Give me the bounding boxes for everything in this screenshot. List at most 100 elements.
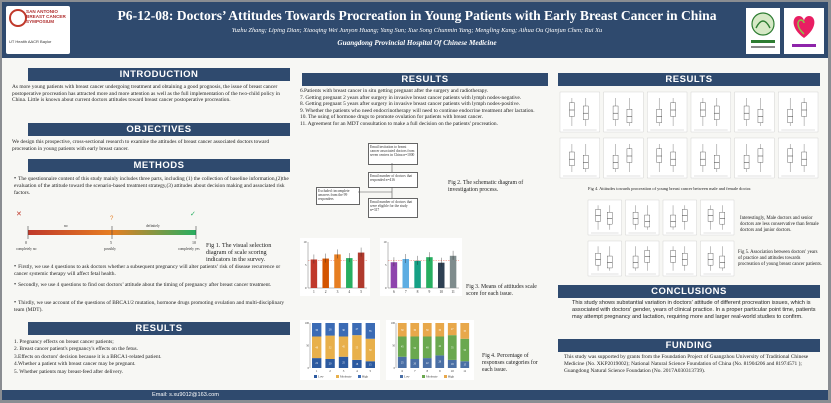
legend-swatch-moderate — [336, 375, 339, 378]
heart-charity-logo-icon — [784, 8, 824, 54]
fig4b-caption: Fig 4. Attitudes towards procreation of … — [588, 186, 752, 191]
bar-issue-5 — [357, 252, 365, 288]
boxplot-box — [632, 255, 639, 269]
poster-title: P6-12-08: Doctors’ Attitudes Towards Pro… — [117, 8, 717, 23]
result-item-11: 11. Agreement for an MDT consultation to… — [300, 120, 498, 127]
legend-label-high: High — [362, 374, 369, 378]
boxplot-box — [743, 155, 750, 169]
segment-low-4 — [352, 359, 362, 368]
boxplot-panel — [778, 137, 819, 179]
boxplot-panel — [647, 137, 688, 179]
boxplot-panel — [700, 199, 735, 236]
boxplot-box — [583, 155, 589, 169]
boxplot-panel — [662, 240, 697, 277]
segment-moderate-1 — [312, 336, 322, 359]
methods-heading: METHODS — [28, 159, 290, 172]
segment-label-low-11: 15 — [463, 364, 466, 367]
segment-label-high-11: 35 — [463, 330, 466, 333]
boxplot-panel — [625, 240, 660, 277]
legend-swatch-high — [444, 375, 447, 378]
conclusions-text: This study shows substantial variation i… — [572, 300, 816, 321]
boxplot-panel — [587, 199, 622, 236]
fig3-chart-b: 6 7 8 9 10 11 0 5 10 — [380, 238, 462, 296]
tick-label-11: 11 — [451, 290, 455, 294]
segment-label-high-3: 30 — [342, 329, 345, 332]
segment-moderate-3 — [338, 336, 349, 357]
tick-label-5: 5 — [360, 290, 362, 294]
result-item-7: 7. Getting pregnant 2 years after surger… — [300, 94, 522, 101]
scale-tick-10: 10 — [192, 240, 196, 245]
scale-check-icon: ✓ — [190, 211, 196, 218]
segment-label-moderate-5: 50 — [369, 349, 372, 352]
tick-label-9: 9 — [429, 290, 431, 294]
segment-label-high-5: 35 — [369, 330, 372, 333]
legend-label-moderate: Moderate — [340, 374, 352, 378]
segment-low-6 — [397, 356, 407, 368]
results-middle-list: 6.Patients with breast cancer in situ ge… — [300, 88, 550, 128]
methods-bullet-1: • Firstly, we use 4 questions to ask doct… — [14, 264, 281, 277]
result-item-8: 8. Getting pregnant 5 years after surger… — [300, 101, 520, 108]
fig4-chart-b: 25 45 30 6 20 50 30 7 22 48 30 8 28 42 30 9 18 55 27 10 15 50… — [386, 320, 474, 380]
result-item-10: 10. The using of hormone drugs to promot… — [300, 114, 483, 121]
tick-label-3: 3 — [343, 369, 345, 373]
tick-label-2: 2 — [329, 369, 331, 373]
segment-label-high-7: 30 — [413, 329, 416, 332]
fig3-chart-a: 1 2 3 4 5 0 5 10 — [300, 238, 370, 296]
boxplot-panel — [700, 240, 735, 277]
segment-high-1 — [312, 323, 322, 337]
scale-diagram: ✕ ✓ ? no definitely 0 5 10 completely no… — [16, 211, 200, 251]
segment-high-8 — [422, 323, 432, 337]
hospital-logo-icon — [746, 8, 780, 54]
result-item-2: 2. Breast cancer patient's pregnancy's e… — [14, 346, 138, 353]
result-item-3: 3.Effects on doctors' decision because i… — [14, 353, 162, 360]
header-band — [2, 2, 828, 58]
boxplot-box — [595, 209, 601, 222]
fig2-caption: Fig 2. The schematic diagram of investig… — [448, 180, 524, 194]
boxplot-box — [682, 209, 688, 222]
scale-label-completely-no: completely no — [16, 247, 37, 251]
segment-label-moderate-9: 42 — [438, 345, 441, 348]
boxplot-box — [801, 102, 807, 117]
segment-high-6 — [397, 323, 407, 337]
boxplot-box — [714, 105, 720, 120]
segment-label-low-3: 25 — [342, 361, 345, 364]
funding-text: This study was supported by grants from … — [564, 354, 809, 374]
segment-label-low-6: 25 — [401, 361, 404, 364]
boxplot-box — [656, 148, 662, 163]
boxplot-panel — [778, 91, 819, 133]
poster-affiliation: Guangdong Provincial Hospital Of Chinese… — [337, 39, 497, 47]
methods-bullet-2-text: Secondly, we use 4 questions to find out… — [18, 282, 272, 288]
result-item-9: 9. Whether the patients who need endocri… — [300, 107, 535, 114]
scale-label-possibly: possibly — [104, 247, 116, 251]
segment-label-moderate-3: 45 — [342, 346, 345, 349]
segment-label-low-2: 20 — [329, 363, 332, 366]
segment-label-low-10: 18 — [451, 363, 454, 366]
y-tick-5: 5 — [385, 263, 387, 267]
result-item-1: 1. Pregnancy effects on breast cancer pa… — [14, 339, 114, 345]
methods-bullet-3: • Thirdly, we use account of the question… — [14, 300, 285, 313]
boxplot-box — [632, 212, 639, 225]
tick-label-7: 7 — [414, 369, 416, 373]
segment-low-8 — [422, 358, 432, 368]
segment-moderate-7 — [410, 336, 420, 359]
legend-label-high: High — [448, 374, 455, 378]
boxplot-box — [682, 253, 688, 266]
introduction-text: As more young patients with breast cance… — [12, 84, 280, 104]
flow-arrows — [358, 163, 393, 198]
segment-high-2 — [325, 323, 335, 336]
methods-bullet-1-text: Firstly, we use 4 questions to ask docto… — [14, 264, 281, 277]
fig4-chart-a: 2248301205228225453031855274155035505010… — [300, 320, 380, 380]
segment-low-5 — [365, 361, 375, 368]
segment-label-moderate-10: 55 — [451, 347, 454, 350]
segment-label-high-2: 28 — [329, 328, 332, 331]
boxplot-grid-years — [587, 199, 735, 277]
segment-label-moderate-7: 50 — [413, 347, 416, 350]
boxplot-box — [714, 155, 720, 169]
scale-tick-5: 5 — [110, 240, 112, 245]
fig5-caption: Fig 5. Association between doctors' year… — [738, 250, 822, 267]
tick-label-5: 5 — [370, 369, 372, 373]
boxplot-box — [626, 109, 633, 123]
boxplot-box — [612, 155, 619, 169]
methods-bullet-3-text: Thirdly, we use account of the questions… — [14, 300, 285, 313]
